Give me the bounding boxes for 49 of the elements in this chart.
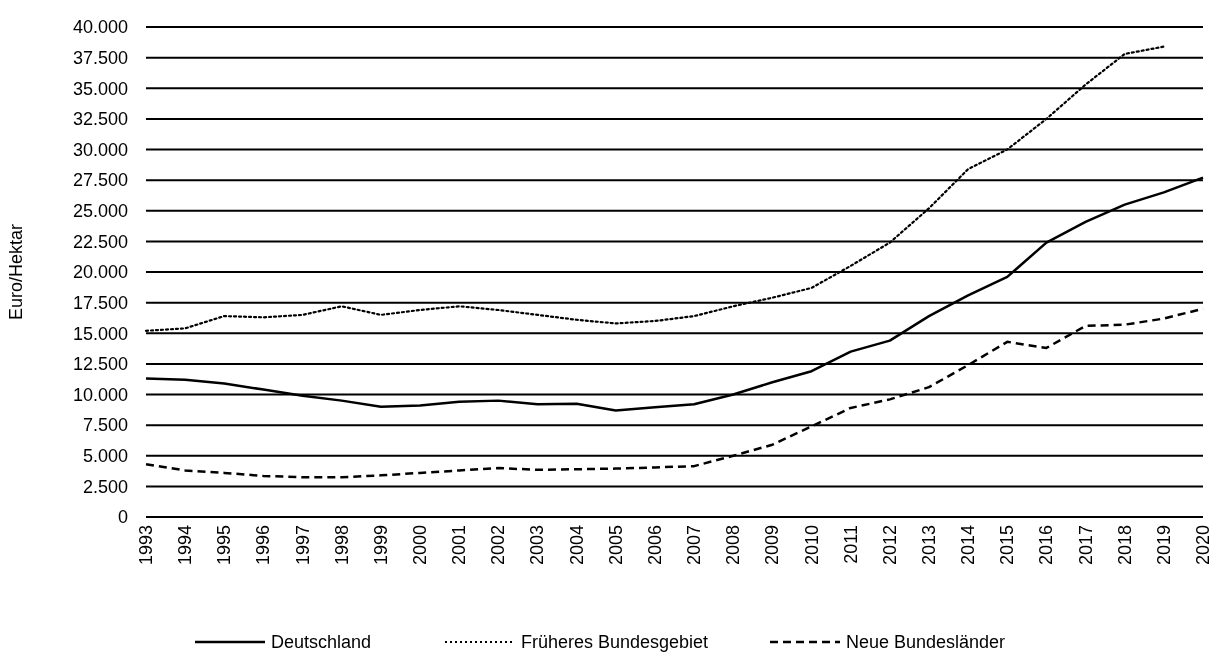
x-tick-label: 1997 <box>292 525 313 566</box>
y-tick-label: 5.000 <box>82 446 128 467</box>
x-tick-label: 1993 <box>136 525 156 566</box>
y-tick-label: 32.500 <box>72 109 128 130</box>
legend-label: Deutschland <box>271 632 372 652</box>
y-tick-label: 40.000 <box>72 17 128 38</box>
y-tick-label: 12.500 <box>72 354 128 375</box>
y-tick-label: 0 <box>117 507 128 528</box>
y-tick-label: 30.000 <box>72 139 128 160</box>
y-tick-label: 20.000 <box>72 262 128 283</box>
y-axis-title: Euro/Hektar <box>6 223 26 321</box>
x-tick-label: 1994 <box>175 525 196 566</box>
x-tick-label: 2012 <box>879 525 900 566</box>
x-tick-label: 2014 <box>958 525 979 566</box>
y-tick-label: 37.500 <box>72 47 128 68</box>
x-tick-label: 1998 <box>331 525 352 566</box>
x-tick-label: 2010 <box>801 525 822 566</box>
x-tick-label: 2007 <box>684 525 705 566</box>
x-tick-label: 2005 <box>605 525 626 566</box>
x-tick-label: 2017 <box>1075 525 1096 566</box>
y-tick-label: 25.000 <box>72 201 128 222</box>
y-tick-label: 17.500 <box>72 292 128 313</box>
y-tick-label: 35.000 <box>72 78 128 99</box>
x-tick-label: 2003 <box>527 525 548 566</box>
legend-label: Früheres Bundesgebiet <box>521 632 709 652</box>
x-tick-label: 2020 <box>1193 525 1213 566</box>
legend-label: Neue Bundesländer <box>846 632 1006 652</box>
x-tick-label: 2019 <box>1153 525 1174 566</box>
x-tick-label: 2009 <box>762 525 783 566</box>
x-tick-label: 2006 <box>644 525 665 566</box>
y-tick-label: 10.000 <box>72 384 128 405</box>
y-tick-label: 7.500 <box>82 415 128 436</box>
x-tick-label: 2015 <box>997 525 1018 566</box>
x-tick-label: 2000 <box>410 525 431 566</box>
x-tick-label: 2018 <box>1114 525 1135 566</box>
x-tick-label: 2008 <box>723 525 744 566</box>
y-tick-label: 2.500 <box>82 476 128 497</box>
x-tick-label: 2002 <box>488 525 509 566</box>
x-tick-label: 2001 <box>449 525 470 566</box>
x-tick-label: 2004 <box>566 525 587 566</box>
x-tick-label: 1995 <box>214 525 235 566</box>
x-tick-label: 2016 <box>1036 525 1057 566</box>
y-tick-label: 27.500 <box>72 170 128 191</box>
x-tick-label: 2011 <box>840 525 861 564</box>
x-tick-label: 2013 <box>918 525 939 566</box>
x-tick-label: 1996 <box>253 525 274 566</box>
y-tick-label: 22.500 <box>72 231 128 252</box>
y-tick-label: 15.000 <box>72 323 128 344</box>
x-tick-label: 1999 <box>370 525 391 566</box>
